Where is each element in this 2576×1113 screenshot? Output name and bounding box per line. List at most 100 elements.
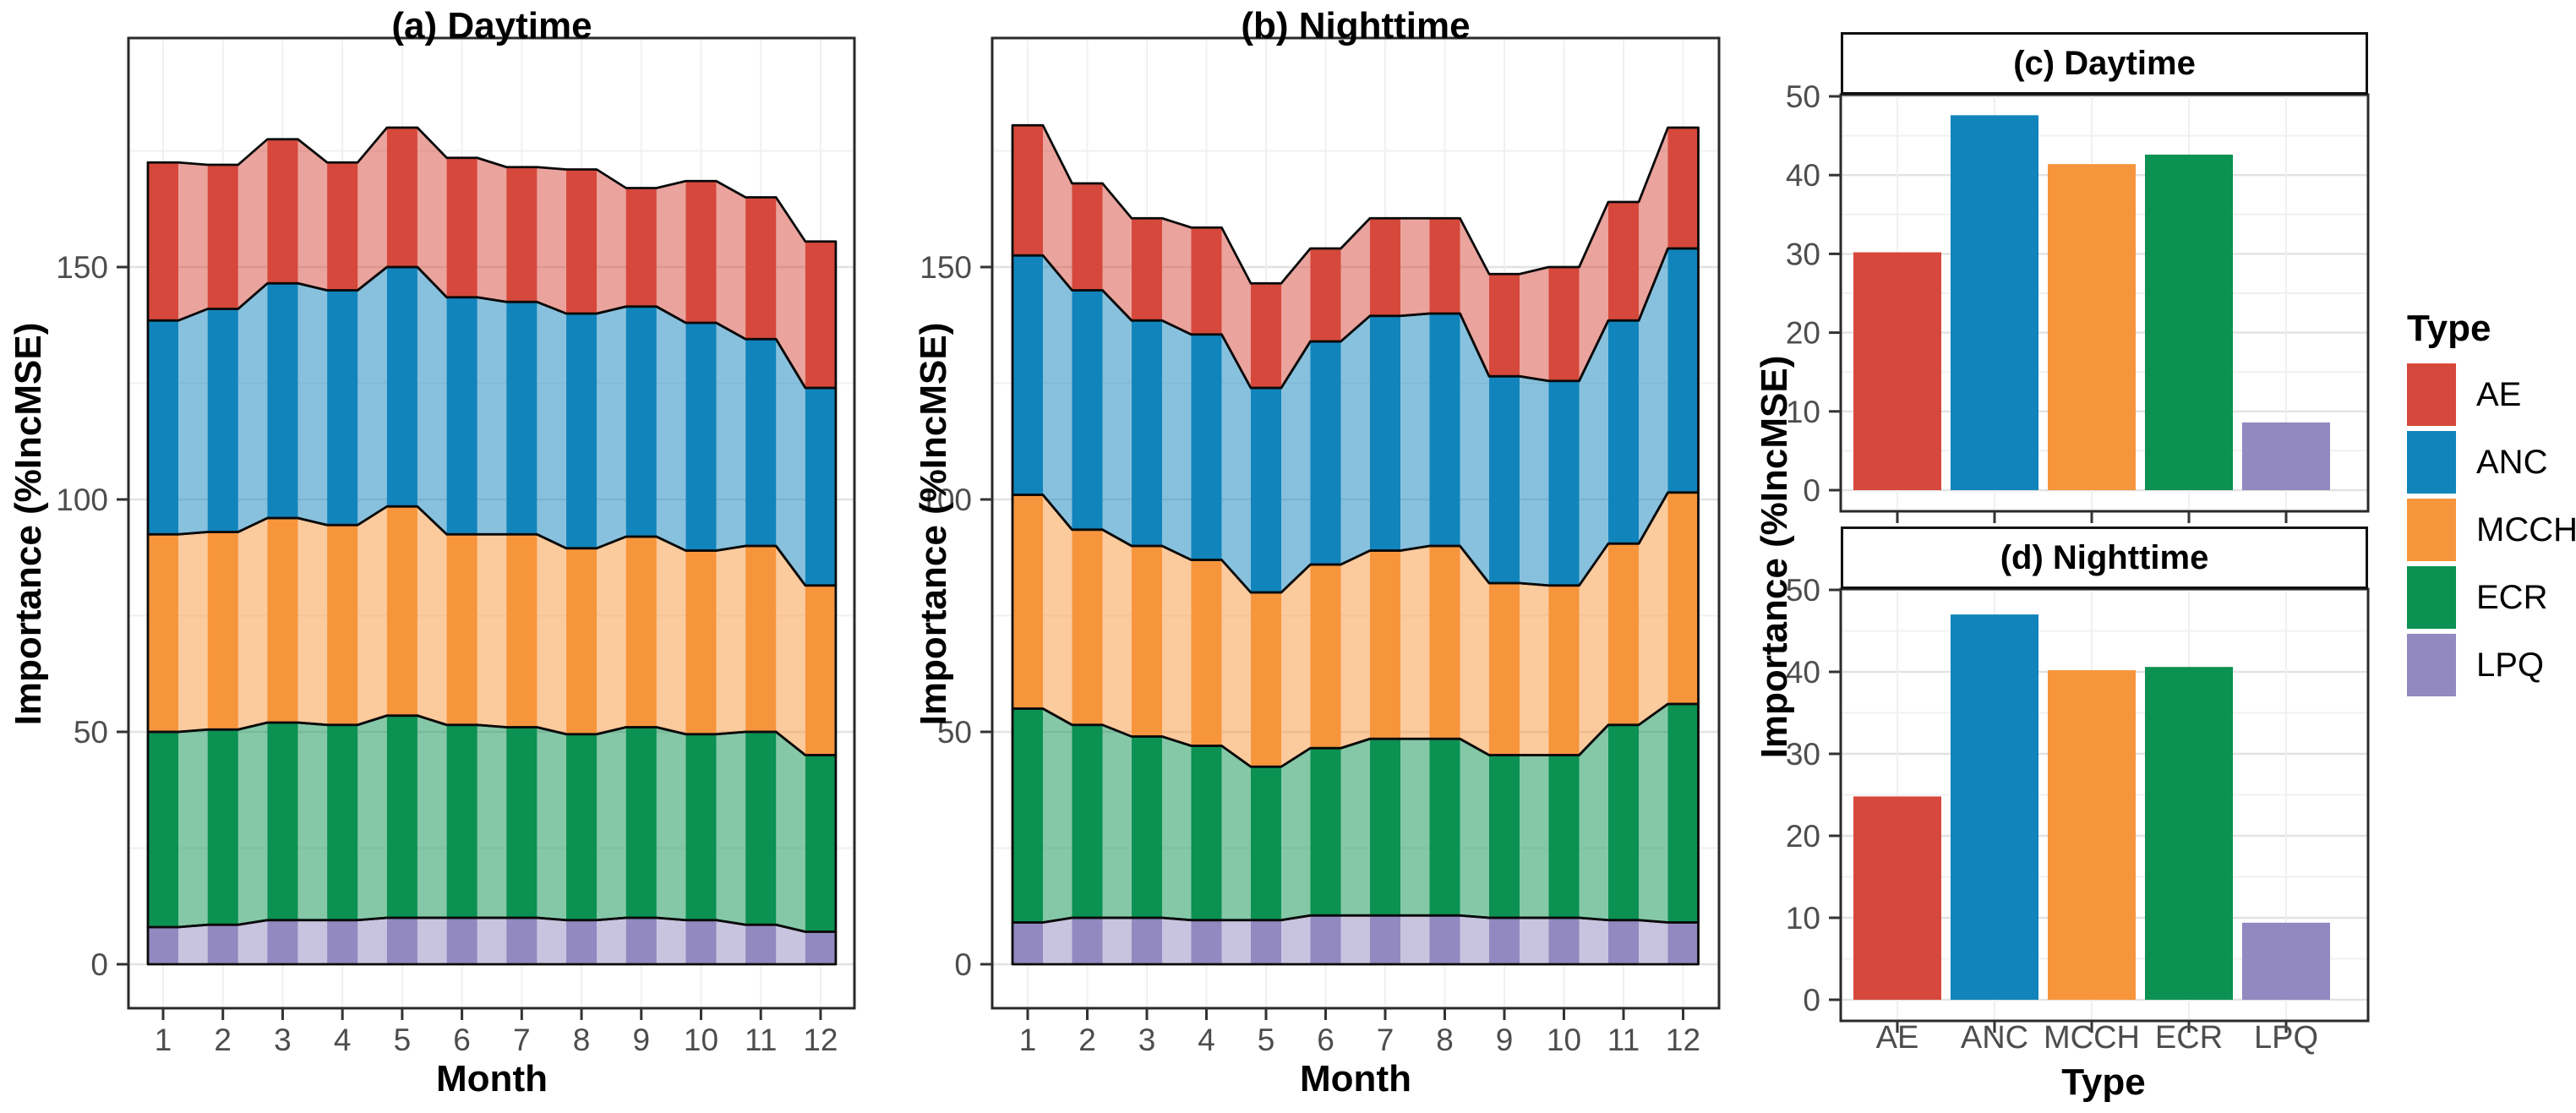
- area-a-ECR: [146, 714, 838, 933]
- y-tick-label: 20: [1786, 819, 1820, 854]
- legend-label-LPQ: LPQ: [2476, 646, 2545, 684]
- legend-title: Type: [2407, 308, 2491, 349]
- x-tick-label: 11: [745, 1023, 777, 1057]
- y-tick-label: 10: [1786, 901, 1820, 936]
- x-tick-label: 1: [1019, 1023, 1037, 1057]
- legend-label-MCCH: MCCH: [2476, 510, 2576, 548]
- y-tick-label: 20: [1786, 316, 1820, 351]
- y-tick-label: 10: [1786, 395, 1820, 429]
- legend-swatch-ECR: [2407, 566, 2456, 629]
- bar-d-LPQ: [2242, 922, 2330, 1000]
- x-tick-label: 4: [334, 1023, 352, 1057]
- x-tick-label: 8: [1436, 1023, 1454, 1057]
- x-tick-label: 2: [1078, 1023, 1096, 1057]
- panel-a-x-axis-title: Month: [436, 1058, 548, 1099]
- legend-label-ANC: ANC: [2476, 443, 2548, 481]
- panel-c-strip: (c) Daytime: [1841, 32, 2368, 95]
- panel-d-x-axis-title: Type: [2061, 1061, 2146, 1103]
- panel-a-y-axis-title: Importance (%IncMSE): [8, 322, 49, 726]
- y-tick-label: 50: [1786, 79, 1820, 114]
- bar-c-LPQ: [2242, 422, 2330, 490]
- bar-d-ANC: [1951, 614, 2038, 1000]
- x-tick-label: 11: [1607, 1023, 1640, 1057]
- legend-item-ECR: ECR: [2407, 566, 2576, 629]
- panel-border: [1839, 587, 2370, 1023]
- bar-c-MCCH: [2048, 164, 2136, 491]
- y-tick-label: 30: [1786, 737, 1820, 772]
- panel-border: [991, 36, 1721, 1010]
- panel-b-x-axis-title: Month: [1300, 1058, 1411, 1099]
- legend-items: AE ANC MCCH ECR LPQ: [2407, 363, 2576, 696]
- x-tick-label: LPQ: [2254, 1020, 2318, 1056]
- y-tick-label: 50: [937, 715, 972, 750]
- panel-border: [1839, 93, 2370, 513]
- legend-item-LPQ: LPQ: [2407, 634, 2576, 696]
- x-tick-label: 10: [1547, 1023, 1581, 1057]
- y-tick-label: 50: [1786, 573, 1820, 608]
- y-tick-label: 150: [56, 250, 108, 285]
- x-tick-label: ANC: [1961, 1020, 2028, 1056]
- legend-label-AE: AE: [2476, 375, 2522, 413]
- y-tick-label: 100: [920, 483, 972, 517]
- x-tick-label: AE: [1876, 1020, 1919, 1056]
- legend-item-AE: AE: [2407, 363, 2576, 426]
- bar-c-ECR: [2145, 154, 2233, 490]
- panel-cd-y-axis-title: Importance (%IncMSE): [1754, 355, 1795, 759]
- x-tick-label: 7: [513, 1023, 531, 1057]
- x-tick-label: 9: [632, 1023, 650, 1057]
- panel-border: [127, 36, 856, 1010]
- panel-d: 0 10 20 30 40 50 AE ANC MCCH ECR LPQ: [1786, 573, 2370, 1056]
- x-tick-label: 3: [1138, 1023, 1156, 1057]
- x-tick-label: 12: [1666, 1023, 1700, 1057]
- y-tick-label: 0: [1803, 983, 1820, 1018]
- x-tick-label: 3: [274, 1023, 292, 1057]
- x-tick-label: 10: [684, 1023, 718, 1057]
- legend: Type AE ANC MCCH ECR LPQ: [2407, 308, 2576, 701]
- x-tick-label: 5: [394, 1023, 412, 1057]
- legend-item-ANC: ANC: [2407, 431, 2576, 494]
- y-tick-label: 30: [1786, 237, 1820, 271]
- panel-a-title: (a) Daytime: [391, 5, 592, 46]
- legend-swatch-MCCH: [2407, 499, 2456, 561]
- x-tick-label: 6: [453, 1023, 471, 1057]
- area-b-LPQ: [1011, 914, 1700, 966]
- x-tick-label: MCCH: [2044, 1020, 2140, 1056]
- x-tick-label: 2: [214, 1023, 232, 1057]
- area-a-LPQ: [146, 916, 838, 966]
- y-tick-label: 0: [1803, 473, 1820, 508]
- legend-label-ECR: ECR: [2476, 578, 2548, 616]
- y-tick-label: 0: [954, 947, 972, 982]
- y-tick-label: 150: [920, 250, 972, 285]
- area-a-AE: [146, 126, 838, 390]
- legend-swatch-AE: [2407, 363, 2456, 426]
- x-tick-label: 5: [1258, 1023, 1275, 1057]
- legend-swatch-LPQ: [2407, 634, 2456, 696]
- y-tick-label: 100: [56, 483, 108, 517]
- y-tick-label: 0: [90, 947, 108, 982]
- area-b-AE: [1011, 123, 1700, 390]
- legend-item-MCCH: MCCH: [2407, 499, 2576, 561]
- panel-c: 0 10 20 30 40 50: [1786, 79, 2370, 523]
- x-tick-label: 8: [573, 1023, 591, 1057]
- bar-c-ANC: [1951, 115, 2038, 491]
- x-tick-label: 12: [803, 1023, 838, 1057]
- legend-swatch-ANC: [2407, 431, 2456, 494]
- x-tick-label: 7: [1377, 1023, 1394, 1057]
- panel-c-strip-title: (c) Daytime: [2013, 44, 2196, 82]
- y-tick-label: 40: [1786, 655, 1820, 690]
- panel-d-strip: (d) Nighttime: [1841, 526, 2368, 589]
- panel-b-title: (b) Nighttime: [1241, 5, 1471, 46]
- x-tick-label: 6: [1317, 1023, 1334, 1057]
- x-tick-label: ECR: [2155, 1020, 2223, 1056]
- x-tick-label: 4: [1198, 1023, 1215, 1057]
- bar-d-MCCH: [2048, 670, 2136, 1000]
- panel-d-strip-title: (d) Nighttime: [2000, 538, 2209, 576]
- y-tick-label: 50: [74, 715, 108, 750]
- x-tick-label: 9: [1496, 1023, 1514, 1057]
- x-tick-label: 1: [155, 1023, 172, 1057]
- panel-b-y-axis-title: Importance (%IncMSE): [913, 322, 954, 726]
